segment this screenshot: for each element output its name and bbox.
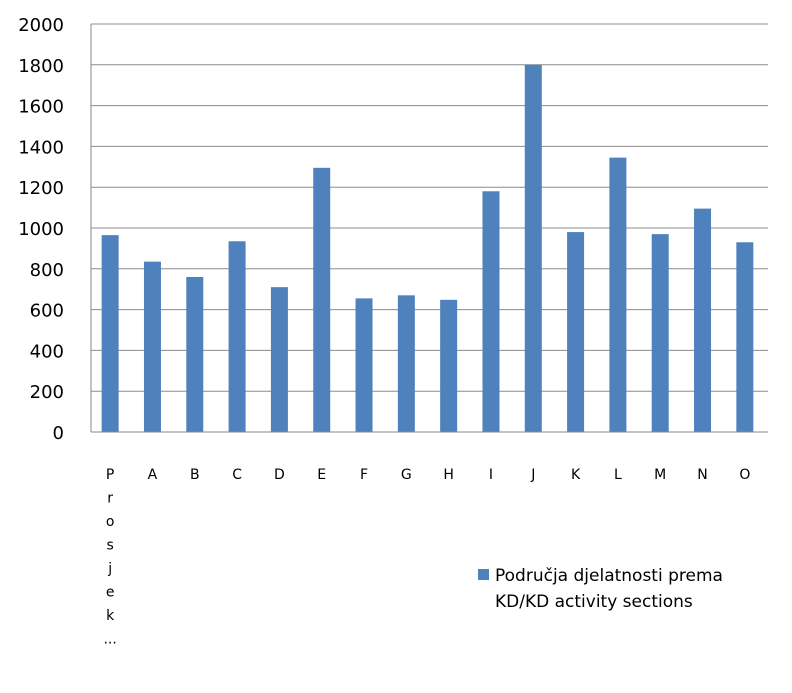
y-tick-label: 200 <box>30 382 64 403</box>
bar <box>270 287 288 432</box>
y-tick-label: 1600 <box>18 97 64 118</box>
x-tick-label: O <box>739 467 750 483</box>
x-tick-label: P <box>106 467 114 483</box>
y-tick-label: 600 <box>30 301 64 322</box>
bar <box>228 241 246 432</box>
x-tick-label: r <box>107 491 113 507</box>
x-tick-label: I <box>489 467 493 483</box>
x-tick-label: N <box>697 467 707 483</box>
x-tick-label: M <box>654 467 666 483</box>
x-tick-label: H <box>443 467 454 483</box>
x-tick-label: e <box>106 585 115 601</box>
bar <box>694 208 712 432</box>
bar <box>440 299 458 432</box>
y-tick-label: 2000 <box>18 15 64 36</box>
x-tick-label: L <box>614 467 622 483</box>
y-tick-label: 1000 <box>18 219 64 240</box>
y-tick-label: 1400 <box>18 137 64 158</box>
x-tick-label: s <box>107 538 114 554</box>
x-tick-label: G <box>401 467 412 483</box>
x-tick-label: ... <box>103 632 116 648</box>
x-tick-label: E <box>317 467 326 483</box>
x-tick-label: A <box>148 467 158 483</box>
bar <box>355 298 373 432</box>
x-tick-label: B <box>190 467 200 483</box>
x-tick-label: J <box>530 467 535 483</box>
legend-label-line: KD/KD activity sections <box>495 592 693 612</box>
bar <box>524 64 542 433</box>
bar <box>313 167 331 432</box>
bar <box>651 234 669 432</box>
y-tick-label: 1200 <box>18 178 64 199</box>
bar <box>101 235 119 432</box>
y-tick-label: 400 <box>30 341 64 362</box>
y-axis-ticks: 0 200 400 600 800 1000 1200 1400 1600 1800 2000 <box>18 15 64 444</box>
x-tick-label: D <box>274 467 285 483</box>
bar <box>482 191 500 432</box>
bar <box>609 157 627 432</box>
x-tick-label: o <box>106 514 115 530</box>
bar <box>736 242 754 432</box>
y-tick-label: 0 <box>53 423 64 444</box>
legend-label-line: Područja djelatnosti prema <box>495 566 723 586</box>
bar <box>143 261 161 432</box>
legend: Područja djelatnosti prema KD/KD activity… <box>478 566 723 612</box>
y-tick-label: 800 <box>30 260 64 281</box>
bar <box>567 232 585 432</box>
x-tick-label: j <box>107 561 112 577</box>
y-tick-label: 1800 <box>18 56 64 77</box>
x-tick-label: F <box>360 467 368 483</box>
x-tick-label: C <box>232 467 242 483</box>
legend-swatch <box>478 569 489 580</box>
legend-label: Područja djelatnosti prema KD/KD activity… <box>495 566 723 612</box>
bar <box>397 295 415 432</box>
bar <box>186 276 204 432</box>
x-tick-label: K <box>571 467 581 483</box>
x-tick-label: k <box>106 608 115 624</box>
gridlines <box>91 23 768 392</box>
bars <box>101 64 754 433</box>
